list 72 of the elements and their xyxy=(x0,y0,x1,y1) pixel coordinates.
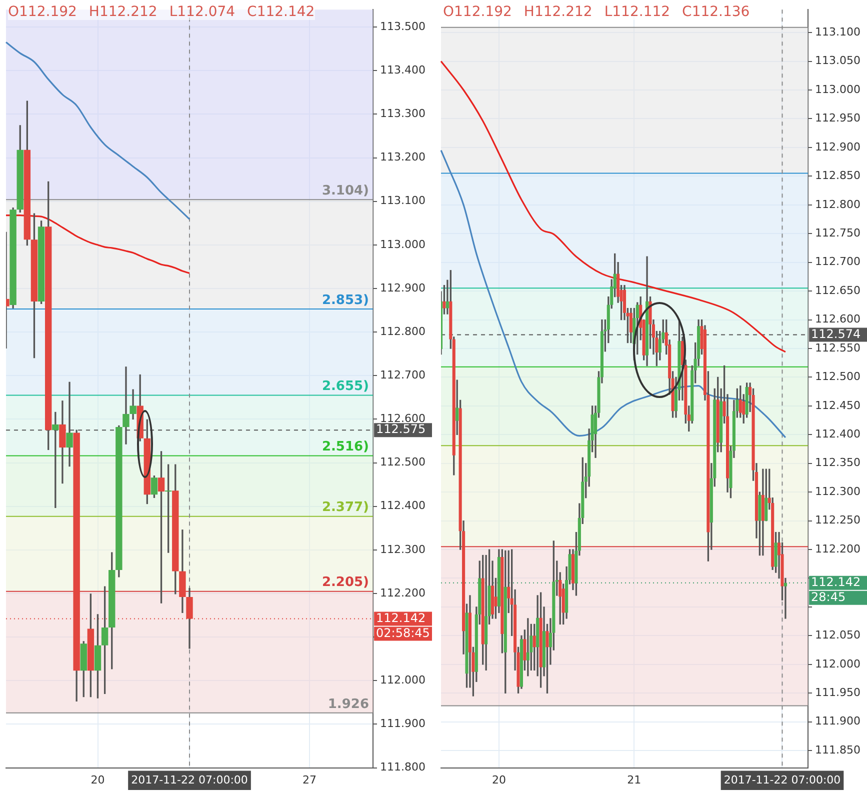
y-tick-label: 112.450 xyxy=(815,398,860,412)
annotation: 2.516) xyxy=(322,440,369,455)
y-tick-label: 111.950 xyxy=(815,686,860,699)
y-tick-label: 112.500 xyxy=(815,370,860,384)
y-tick-label: 112.300 xyxy=(380,542,426,556)
y-tick-label: 112.000 xyxy=(815,657,860,670)
y-tick-label: 113.000 xyxy=(380,238,426,251)
y-tick-label: 112.500 xyxy=(380,456,426,469)
y-tick-label: 112.850 xyxy=(815,169,860,182)
candlestick xyxy=(164,464,172,553)
x-tick-label: 20 xyxy=(90,773,105,786)
y-tick-label: 112.400 xyxy=(380,499,426,512)
annotation: L112.112 xyxy=(604,4,670,20)
annotation: O112.192 xyxy=(443,4,512,20)
y-tick-label: 112.750 xyxy=(815,226,860,240)
annotation: H112.212 xyxy=(524,4,592,20)
annotation: O112.192 xyxy=(8,4,77,20)
line-series xyxy=(5,214,190,274)
y-tick-label: 113.400 xyxy=(380,63,426,76)
y-tick-label: 113.050 xyxy=(815,54,860,68)
candlestick xyxy=(526,618,530,676)
y-tick-label: 112.900 xyxy=(815,140,860,154)
y-tick-label: 112.000 xyxy=(380,674,426,687)
text: 28:45 xyxy=(811,590,846,604)
y-tick-label: 112.200 xyxy=(815,542,860,556)
x-tick-label: 20 xyxy=(492,773,506,786)
y-tick-label: 111.900 xyxy=(380,717,426,730)
x-tick-label: 2017-11-22 07:00:00 xyxy=(724,773,841,786)
annotation: 2.377) xyxy=(322,500,369,516)
annotation: 1.926 xyxy=(328,696,369,712)
annotation: H112.212 xyxy=(88,4,158,20)
annotation: L112.074 xyxy=(169,4,236,20)
text: 02:58:45 xyxy=(376,626,430,640)
annotation: 2.853) xyxy=(322,292,369,308)
x-tick-label: 27 xyxy=(302,773,316,786)
y-tick-label: 112.650 xyxy=(815,284,860,297)
y-tick-label: 113.500 xyxy=(380,20,426,33)
y-tick-label: 113.200 xyxy=(380,150,426,164)
line-series xyxy=(440,60,786,353)
annotation: C112.136 xyxy=(682,4,750,20)
y-tick-label: 112.050 xyxy=(815,628,860,642)
y-tick-label: 112.200 xyxy=(380,586,426,600)
annotation: 2.655) xyxy=(322,379,369,394)
y-tick-label: 112.550 xyxy=(815,341,860,354)
y-tick-label: 112.400 xyxy=(815,428,860,441)
annotation: 3.104) xyxy=(322,183,369,198)
y-tick-label: 112.800 xyxy=(380,324,426,338)
y-tick-label: 111.800 xyxy=(380,760,426,774)
y-tick-label: 112.900 xyxy=(380,281,426,294)
y-tick-label: 112.600 xyxy=(815,312,860,326)
annotation: C112.142 xyxy=(247,4,315,20)
y-tick-label: 111.850 xyxy=(815,743,860,756)
x-tick-label: 21 xyxy=(627,773,642,786)
y-tick-label: 113.100 xyxy=(815,25,860,38)
annotation: 2.205) xyxy=(322,575,369,590)
ref-line-label: 112.574 xyxy=(811,326,861,341)
ref-line-label: 112.142 xyxy=(811,574,861,589)
x-tick-label: 2017-11-22 07:00:00 xyxy=(131,773,248,786)
y-tick-label: 112.700 xyxy=(380,368,426,382)
y-tick-label: 113.000 xyxy=(815,82,860,96)
y-tick-label: 112.950 xyxy=(815,112,860,125)
y-tick-label: 113.100 xyxy=(380,194,426,208)
line-series xyxy=(440,150,786,438)
y-tick-label: 111.900 xyxy=(815,714,860,728)
line-series xyxy=(5,41,190,220)
y-tick-label: 112.350 xyxy=(815,456,860,470)
y-tick-label: 112.300 xyxy=(815,484,860,498)
y-tick-label: 112.800 xyxy=(815,198,860,211)
ref-line-label: 112.142 xyxy=(376,610,426,625)
y-tick-label: 113.300 xyxy=(380,107,426,120)
y-tick-label: 112.250 xyxy=(815,514,860,527)
y-tick-label: 112.700 xyxy=(815,255,860,268)
